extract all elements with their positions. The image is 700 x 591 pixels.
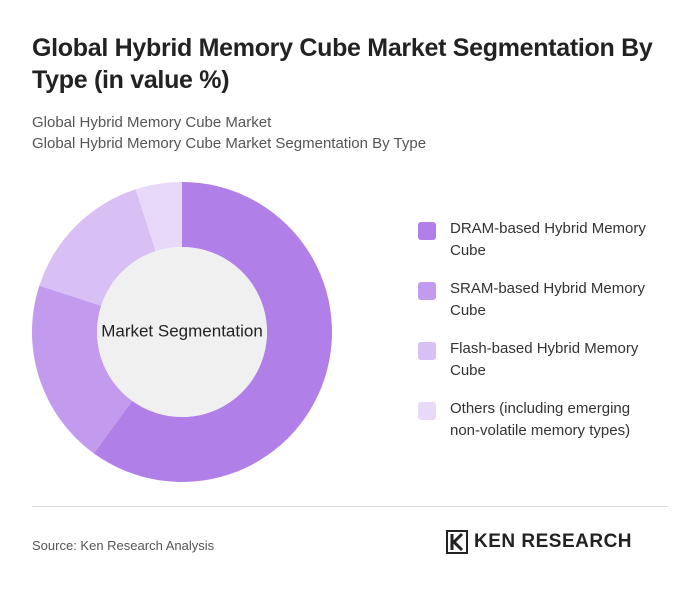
donut: Market Segmentation bbox=[32, 182, 332, 482]
donut-slice bbox=[39, 189, 156, 306]
legend: DRAM-based Hybrid Memory Cube SRAM-based … bbox=[418, 218, 668, 458]
legend-label: SRAM-based Hybrid Memory Cube bbox=[450, 280, 646, 319]
legend-label: DRAM-based Hybrid Memory Cube bbox=[450, 220, 646, 259]
center-label: Market Segmentation bbox=[101, 321, 263, 340]
donut-slice bbox=[32, 285, 133, 454]
brand-logo: KEN RESEARCH bbox=[446, 530, 632, 554]
donut-slice bbox=[93, 182, 332, 482]
legend-item: DRAM-based Hybrid Memory Cube bbox=[418, 218, 668, 262]
legend-swatch bbox=[418, 402, 436, 420]
divider bbox=[32, 506, 668, 507]
subtitle: Global Hybrid Memory Cube Market bbox=[32, 114, 272, 131]
subtitle: Global Hybrid Memory Cube Market Segment… bbox=[32, 135, 427, 152]
legend-item: SRAM-based Hybrid Memory Cube bbox=[418, 278, 668, 322]
legend-item: Flash-based Hybrid Memory Cube bbox=[418, 338, 668, 382]
legend-swatch bbox=[418, 282, 436, 300]
legend-label: Others (including emerging non-volatile … bbox=[450, 400, 631, 439]
brand-name: KEN RESEARCH bbox=[474, 531, 633, 552]
donut-slice bbox=[135, 182, 182, 252]
donut-center bbox=[97, 247, 267, 417]
chart-title: Global Hybrid Memory Cube Market Segment… bbox=[32, 34, 653, 94]
legend-label: Flash-based Hybrid Memory Cube bbox=[450, 340, 639, 379]
legend-swatch bbox=[418, 222, 436, 240]
source: Source: Ken Research Analysis bbox=[32, 538, 215, 553]
legend-item: Others (including emerging non-volatile … bbox=[418, 398, 668, 442]
logo-icon bbox=[446, 530, 468, 554]
legend-swatch bbox=[418, 342, 436, 360]
